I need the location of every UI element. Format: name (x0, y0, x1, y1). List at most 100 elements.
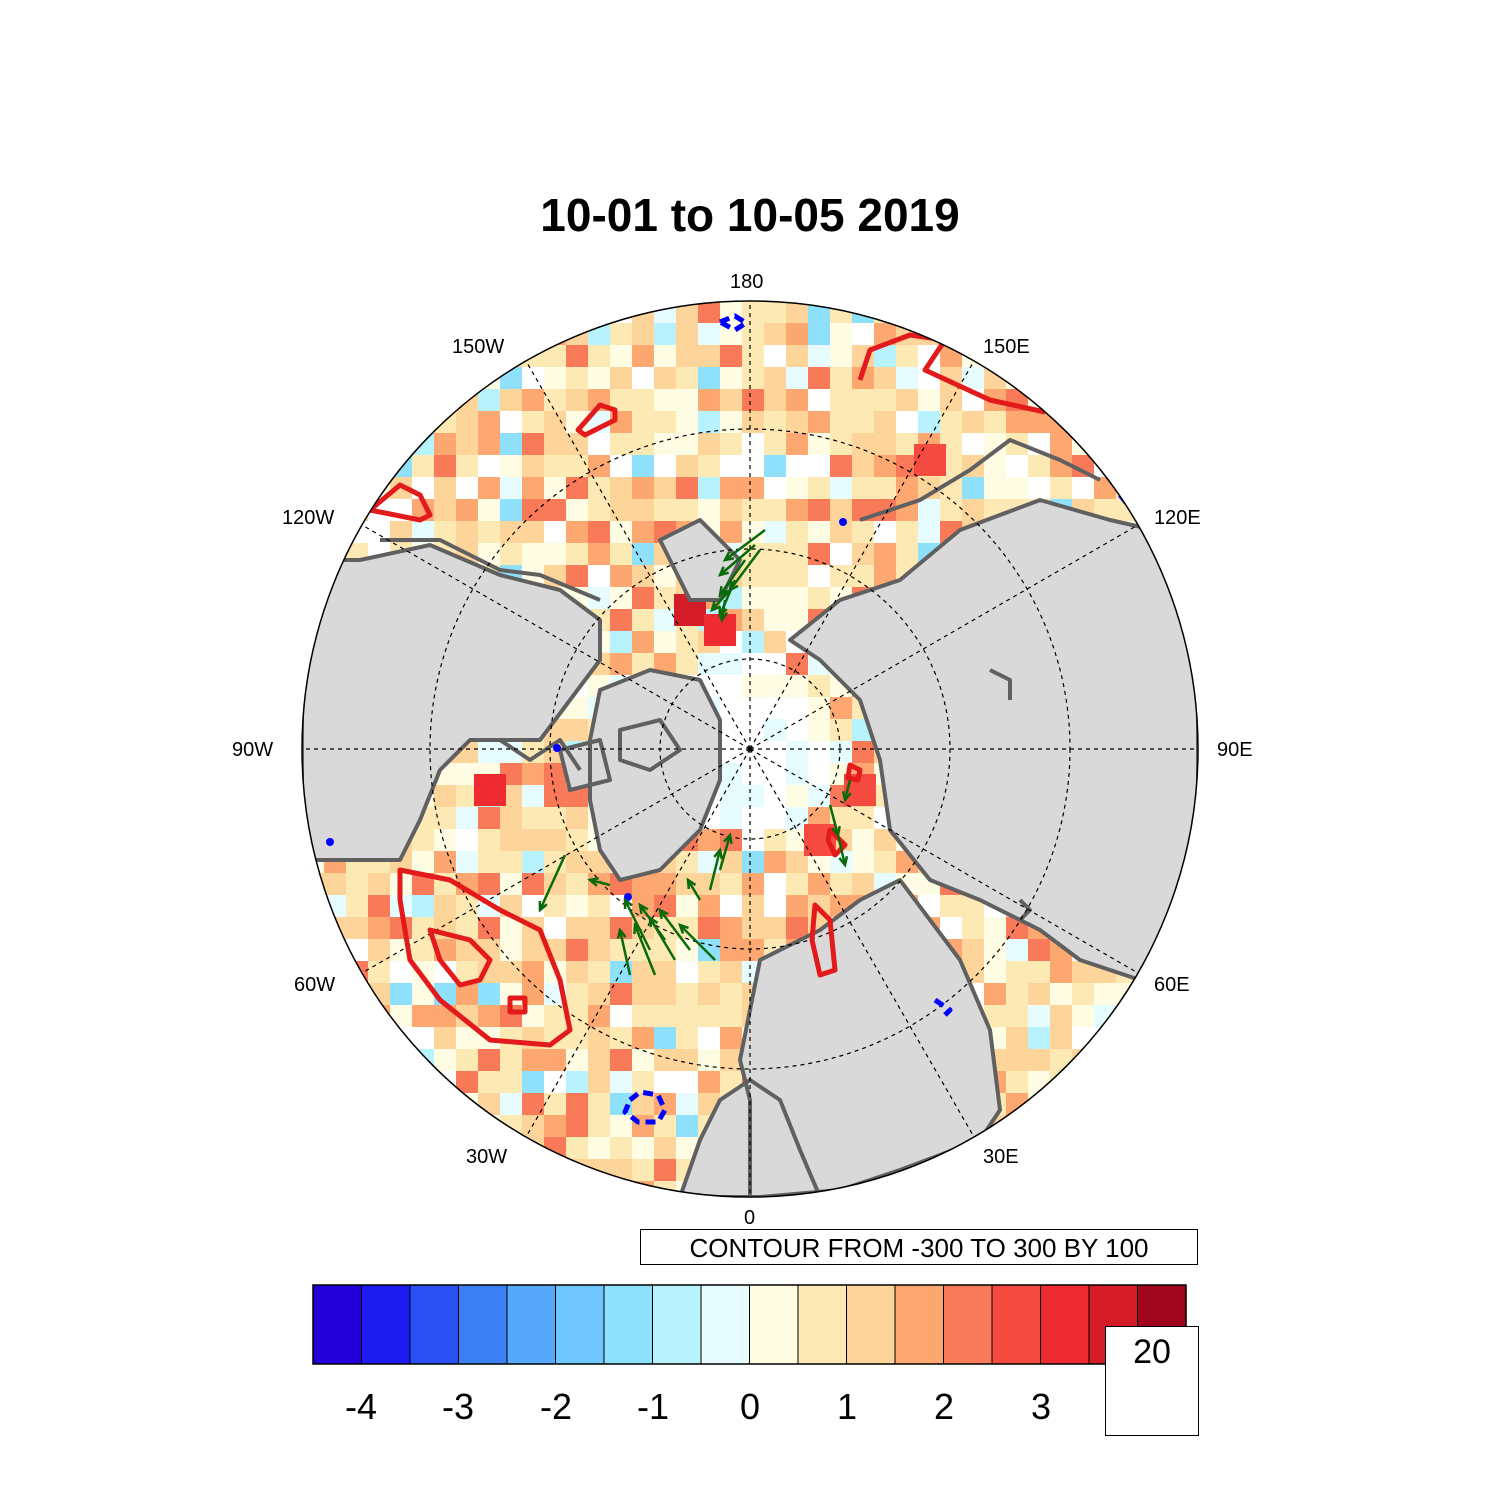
anomaly-cell (566, 873, 588, 895)
anomaly-cell (984, 917, 1006, 939)
anomaly-cell (368, 983, 390, 1005)
anomaly-cell (500, 829, 522, 851)
anomaly-hotspot (914, 444, 946, 476)
meridian-line (749, 748, 1139, 974)
anomaly-cell (1028, 1049, 1050, 1071)
anomaly-cell (720, 499, 742, 521)
anomaly-cell (610, 1159, 632, 1181)
anomaly-cell (346, 917, 368, 939)
anomaly-cell (720, 961, 742, 983)
anomaly-cell (654, 1005, 676, 1027)
anomaly-cell (1116, 1005, 1138, 1027)
anomaly-cell (874, 389, 896, 411)
anomaly-cell (742, 631, 764, 653)
anomaly-cell (522, 851, 544, 873)
anomaly-cell (610, 917, 632, 939)
anomaly-cell (500, 1093, 522, 1115)
anomaly-cell (720, 763, 742, 785)
anomaly-cell (830, 565, 852, 587)
anomaly-cell (808, 499, 830, 521)
anomaly-cell (654, 345, 676, 367)
anomaly-cell (764, 829, 786, 851)
lon-label-120w: 120W (282, 507, 335, 529)
anomaly-cell (522, 521, 544, 543)
coastline (989, 668, 1012, 700)
anomaly-cell (1050, 983, 1072, 1005)
anomaly-cell (786, 763, 808, 785)
anomaly-cell (808, 477, 830, 499)
anomaly-cell (412, 1049, 434, 1071)
anomaly-cell (698, 499, 720, 521)
anomaly-cell (302, 587, 324, 609)
anomaly-cell (742, 609, 764, 631)
lon-label-60w: 60W (294, 974, 336, 996)
height-contours (326, 313, 1138, 1125)
anomaly-cell (852, 741, 874, 763)
anomaly-cell (1028, 1005, 1050, 1027)
coastline (588, 668, 722, 882)
wind-vector-head (538, 900, 548, 913)
anomaly-cell (698, 411, 720, 433)
anomaly-cell (786, 301, 808, 323)
anomaly-cell (500, 873, 522, 895)
colorbar-swatch (312, 1284, 362, 1365)
anomaly-cell (786, 499, 808, 521)
anomaly-cell (1116, 499, 1138, 521)
anomaly-cell (522, 543, 544, 565)
colorbar-tick-label: -4 (344, 1386, 378, 1427)
anomaly-cell (478, 499, 500, 521)
anomaly-cell (654, 389, 676, 411)
anomaly-cell (764, 411, 786, 433)
anomaly-cell (434, 851, 456, 873)
anomaly-cell (720, 521, 742, 543)
colorbar-tick-label: 2 (933, 1386, 955, 1427)
anomaly-cell (632, 411, 654, 433)
anomaly-cell (610, 1049, 632, 1071)
land-area (590, 670, 720, 880)
meridian-line (749, 524, 1139, 750)
positive-contour (397, 867, 573, 1048)
anomaly-cell (654, 961, 676, 983)
anomaly-cell (698, 961, 720, 983)
anomaly-cell (742, 675, 764, 697)
anomaly-cell (698, 917, 720, 939)
anomaly-cell (786, 851, 808, 873)
anomaly-cell (698, 345, 720, 367)
anomaly-cell (522, 499, 544, 521)
anomaly-cell (632, 609, 654, 631)
coastline (859, 438, 1101, 522)
lon-label-60e: 60E (1154, 974, 1190, 996)
anomaly-cell (786, 873, 808, 895)
anomaly-cell (676, 1137, 698, 1159)
anomaly-cell (588, 917, 610, 939)
anomaly-cell (764, 587, 786, 609)
negative-contour-dot (326, 838, 334, 846)
colorbar-tick-label: -1 (636, 1386, 670, 1427)
anomaly-cell (500, 433, 522, 455)
anomaly-cell (742, 785, 764, 807)
anomaly-cell (610, 565, 632, 587)
anomaly-cell (742, 389, 764, 411)
lon-label-30w: 30W (466, 1146, 508, 1168)
anomaly-cell (522, 1049, 544, 1071)
anomaly-cell (1050, 477, 1072, 499)
anomaly-cell (1050, 1027, 1072, 1049)
colorbar-swatch (943, 1284, 993, 1365)
positive-contour (845, 762, 863, 783)
anomaly-cell (522, 411, 544, 433)
anomaly-cell (984, 1005, 1006, 1027)
anomaly-cell (786, 323, 808, 345)
anomaly-cell (566, 367, 588, 389)
positive-contour (507, 995, 528, 1015)
anomaly-cell (588, 521, 610, 543)
anomaly-cell (720, 477, 742, 499)
anomaly-cell (500, 1049, 522, 1071)
anomaly-cell (808, 697, 830, 719)
anomaly-cell (808, 807, 830, 829)
anomaly-cell (610, 1071, 632, 1093)
anomaly-cell (566, 719, 588, 741)
anomaly-cell (368, 961, 390, 983)
wind-vector (618, 929, 632, 976)
anomaly-cell (566, 345, 588, 367)
lon-label-90w: 90W (232, 739, 274, 761)
